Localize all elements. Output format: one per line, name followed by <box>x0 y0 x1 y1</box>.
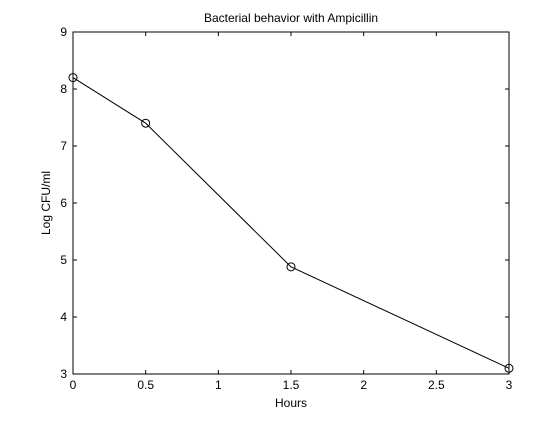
x-axis-label: Hours <box>275 396 307 410</box>
y-tick-label: 8 <box>60 82 67 96</box>
x-tick-label: 1 <box>215 378 222 392</box>
x-tick-label: 1.5 <box>283 378 300 392</box>
x-tick-label: 0 <box>70 378 77 392</box>
data-point-marker <box>141 118 151 128</box>
data-point-marker <box>68 73 78 83</box>
chart-title: Bacterial behavior with Ampicillin <box>204 11 378 25</box>
y-axis-label: Log CFU/ml <box>39 171 53 235</box>
x-tick-label: 2 <box>360 378 367 392</box>
ticks-layer: 0 0.5 1 1.5 2 2.5 3 3 4 5 6 7 8 9 <box>60 25 512 392</box>
y-tick-label: 6 <box>60 196 67 210</box>
x-tick-label: 0.5 <box>137 378 154 392</box>
data-point-marker <box>286 262 296 272</box>
x-tick-label: 3 <box>506 378 513 392</box>
y-tick-label: 4 <box>60 310 67 324</box>
y-tick-label: 9 <box>60 25 67 39</box>
x-tick-label: 2.5 <box>428 378 445 392</box>
plot-area <box>72 31 510 375</box>
data-point-marker <box>504 363 514 373</box>
y-tick-label: 7 <box>60 139 67 153</box>
series-line <box>72 77 510 369</box>
series-layer <box>68 73 514 373</box>
y-tick-label: 5 <box>60 253 67 267</box>
y-tick-label: 3 <box>60 367 67 381</box>
